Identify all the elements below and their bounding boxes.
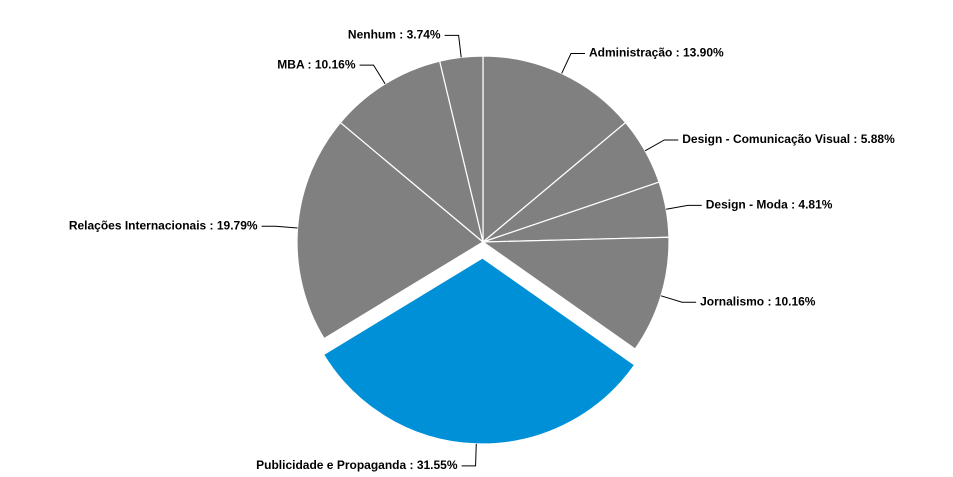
pie-slice — [296, 121, 485, 340]
slice-label: Publicidade e Propaganda : 31.55% — [256, 458, 458, 472]
leader-line — [660, 295, 697, 303]
leader-line — [644, 139, 679, 152]
slice-label: Design - Comunicação Visual : 5.88% — [682, 132, 895, 146]
slice-label: Design - Moda : 4.81% — [706, 198, 833, 212]
leader-line — [261, 225, 298, 229]
slice-label: MBA : 10.16% — [277, 57, 356, 71]
pie-slice — [322, 257, 636, 445]
pie-slice — [438, 55, 484, 243]
pie-slice — [482, 55, 627, 244]
leader-line — [359, 64, 386, 85]
slice-label: Jornalismo : 10.16% — [700, 294, 816, 308]
leader-line — [461, 443, 477, 467]
slice-label: Nenhum : 3.74% — [348, 28, 441, 42]
leader-line — [444, 34, 462, 58]
leader-line — [666, 204, 702, 210]
pie-slice — [339, 60, 485, 244]
slice-label: Administração : 13.90% — [589, 46, 724, 60]
slice-label: Relações Internacionais : 19.79% — [69, 218, 258, 232]
pie-slice — [481, 236, 670, 350]
leader-line — [561, 53, 585, 74]
